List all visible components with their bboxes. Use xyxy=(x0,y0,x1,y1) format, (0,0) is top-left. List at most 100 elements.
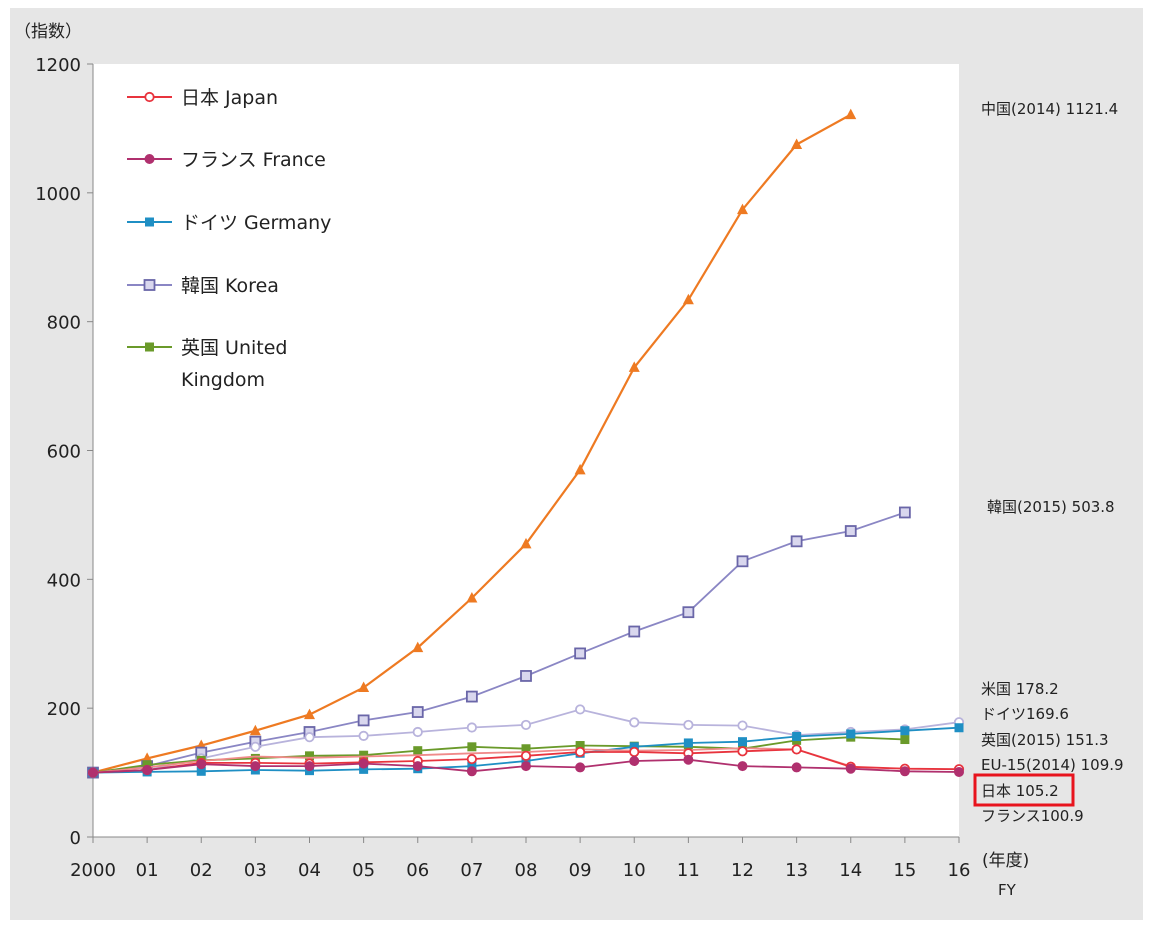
data-point-france xyxy=(791,762,802,773)
x-tick-label: 03 xyxy=(244,860,267,881)
data-point-uk xyxy=(359,750,369,760)
data-point-france xyxy=(954,767,964,778)
data-point-france xyxy=(575,762,586,773)
data-point-korea xyxy=(574,647,587,660)
data-point-korea xyxy=(844,525,857,537)
data-point-china xyxy=(249,724,261,736)
data-point-uk xyxy=(900,735,910,745)
data-point-france xyxy=(142,765,153,776)
data-point-japan xyxy=(466,753,477,765)
series-layer xyxy=(87,108,965,779)
legend: 日本 Japan フランス France ドイツ Germany 韓国 Korea 英国… xyxy=(127,87,331,391)
data-point-germany xyxy=(846,729,856,739)
data-point-korea xyxy=(790,535,803,548)
data-point-germany xyxy=(738,737,747,747)
legend-item: ドイツ Germany xyxy=(127,212,331,234)
data-point-china xyxy=(737,203,748,215)
legend-marker xyxy=(144,91,155,103)
end-label-france: フランス100.9 xyxy=(981,807,1084,825)
data-point-uk xyxy=(142,760,152,770)
data-point-usa xyxy=(737,720,748,731)
legend-item: フランス France xyxy=(127,149,326,171)
data-point-korea xyxy=(682,606,695,619)
data-point-france xyxy=(88,767,98,778)
end-label-japan: 日本 105.2 xyxy=(981,782,1059,800)
legend-item: 日本 Japan xyxy=(127,87,278,109)
legend-marker xyxy=(143,279,156,291)
data-point-china xyxy=(574,463,586,475)
y-tick-label: 1200 xyxy=(35,55,81,76)
legend-marker xyxy=(145,217,154,227)
y-unit-label: （指数） xyxy=(14,22,82,42)
x-tick-label: 08 xyxy=(515,860,538,881)
data-point-korea xyxy=(520,670,532,682)
x-tick-label: 04 xyxy=(298,860,321,881)
x-tick-label: 14 xyxy=(839,860,862,881)
data-point-germany xyxy=(467,761,477,771)
data-point-korea xyxy=(465,690,478,703)
data-point-china xyxy=(682,293,694,305)
data-point-germany xyxy=(954,723,964,733)
data-point-france xyxy=(304,761,315,772)
legend-item: 英国 United Kingdom xyxy=(127,337,287,391)
data-point-germany xyxy=(629,742,639,752)
x-tick-label: 11 xyxy=(677,860,700,881)
legend-item: 韓国 Korea xyxy=(127,275,279,297)
data-point-japan xyxy=(575,746,586,758)
data-point-usa xyxy=(520,719,532,731)
data-point-uk xyxy=(521,744,531,754)
data-point-germany xyxy=(359,764,369,774)
x-tick-label: 01 xyxy=(136,860,159,881)
data-point-usa xyxy=(575,704,586,715)
x-tick-label: 15 xyxy=(893,860,916,881)
data-point-germany xyxy=(683,738,693,748)
data-point-france xyxy=(845,763,856,774)
data-point-korea xyxy=(411,706,424,718)
data-point-japan xyxy=(520,750,532,761)
y-ticks: 0 200 400 600 800 1000 1200 xyxy=(35,55,93,849)
end-label-china: 中国(2014) 1121.4 xyxy=(981,100,1118,118)
series-line-korea xyxy=(92,511,906,774)
data-point-uk xyxy=(305,751,314,761)
y-tick-label: 1000 xyxy=(35,184,81,205)
legend-marker xyxy=(145,342,154,352)
data-point-usa xyxy=(629,717,640,728)
data-point-china xyxy=(628,361,640,372)
data-point-usa xyxy=(358,730,369,741)
data-point-china xyxy=(845,108,857,120)
data-point-uk xyxy=(413,746,423,756)
data-point-france xyxy=(629,755,640,766)
data-point-uk xyxy=(467,742,477,752)
data-point-france xyxy=(466,766,477,777)
data-point-china xyxy=(791,138,803,150)
data-point-japan xyxy=(791,744,802,755)
data-point-france xyxy=(250,761,261,772)
x-tick-label: 02 xyxy=(190,860,213,881)
end-labels: 中国(2014) 1121.4 韓国(2015) 503.8 米国 178.2 ドイツ… xyxy=(973,100,1124,825)
end-label-eu15: EU-15(2014) 109.9 xyxy=(981,756,1124,774)
x-unit-label: (年度) xyxy=(982,851,1029,871)
data-point-france xyxy=(521,761,531,772)
data-point-france xyxy=(737,761,748,772)
end-label-germany: ドイツ169.6 xyxy=(981,705,1069,723)
data-point-usa xyxy=(683,719,694,731)
x-tick-label: 12 xyxy=(731,860,754,881)
data-point-korea xyxy=(898,506,911,519)
end-label-uk: 英国(2015) 151.3 xyxy=(981,731,1109,749)
data-point-germany xyxy=(792,732,802,742)
data-point-china xyxy=(466,592,478,603)
y-tick-label: 200 xyxy=(47,699,81,720)
y-tick-label: 800 xyxy=(47,313,81,334)
x-tick-label: 16 xyxy=(948,860,971,881)
x-tick-label: 09 xyxy=(569,860,592,881)
legend-label: 韓国 Korea xyxy=(181,275,279,297)
plot-area xyxy=(93,64,959,837)
series-eu15 xyxy=(92,747,852,774)
data-point-usa xyxy=(250,741,261,752)
end-label-usa: 米国 178.2 xyxy=(981,680,1059,698)
x-unit-label-en: FY xyxy=(998,881,1017,899)
x-tick-label: 13 xyxy=(785,860,808,881)
x-tick-label: 05 xyxy=(352,860,375,881)
series-china xyxy=(87,108,857,778)
